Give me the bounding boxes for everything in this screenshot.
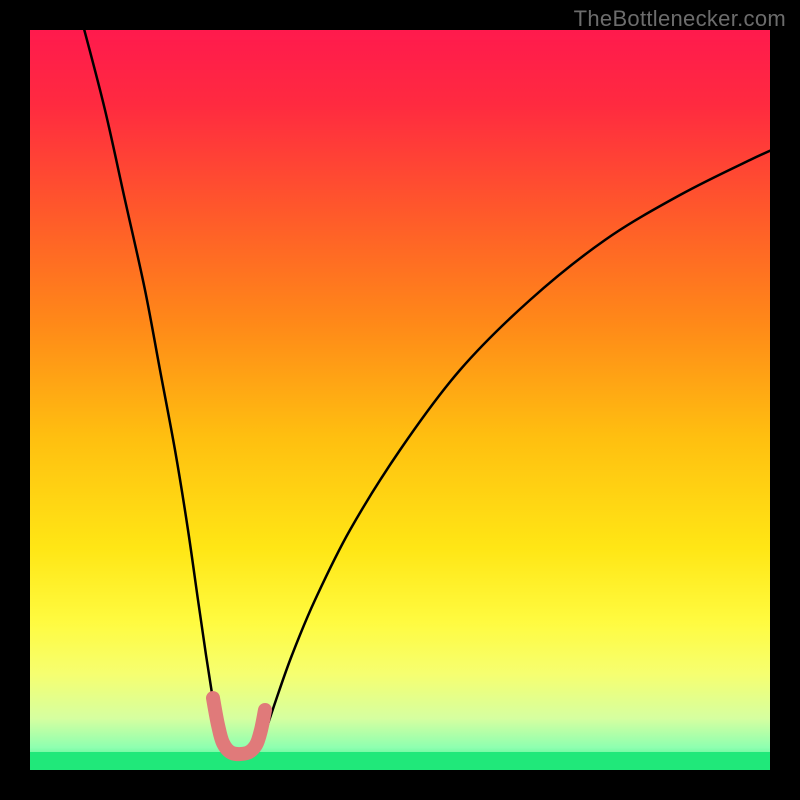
optimal-range-marker bbox=[213, 698, 265, 754]
bottleneck-curves bbox=[30, 30, 770, 770]
right-ascending-curve bbox=[260, 142, 770, 748]
plot-area bbox=[30, 30, 770, 770]
watermark-text: TheBottlenecker.com bbox=[574, 6, 786, 32]
left-descending-curve bbox=[83, 30, 222, 748]
